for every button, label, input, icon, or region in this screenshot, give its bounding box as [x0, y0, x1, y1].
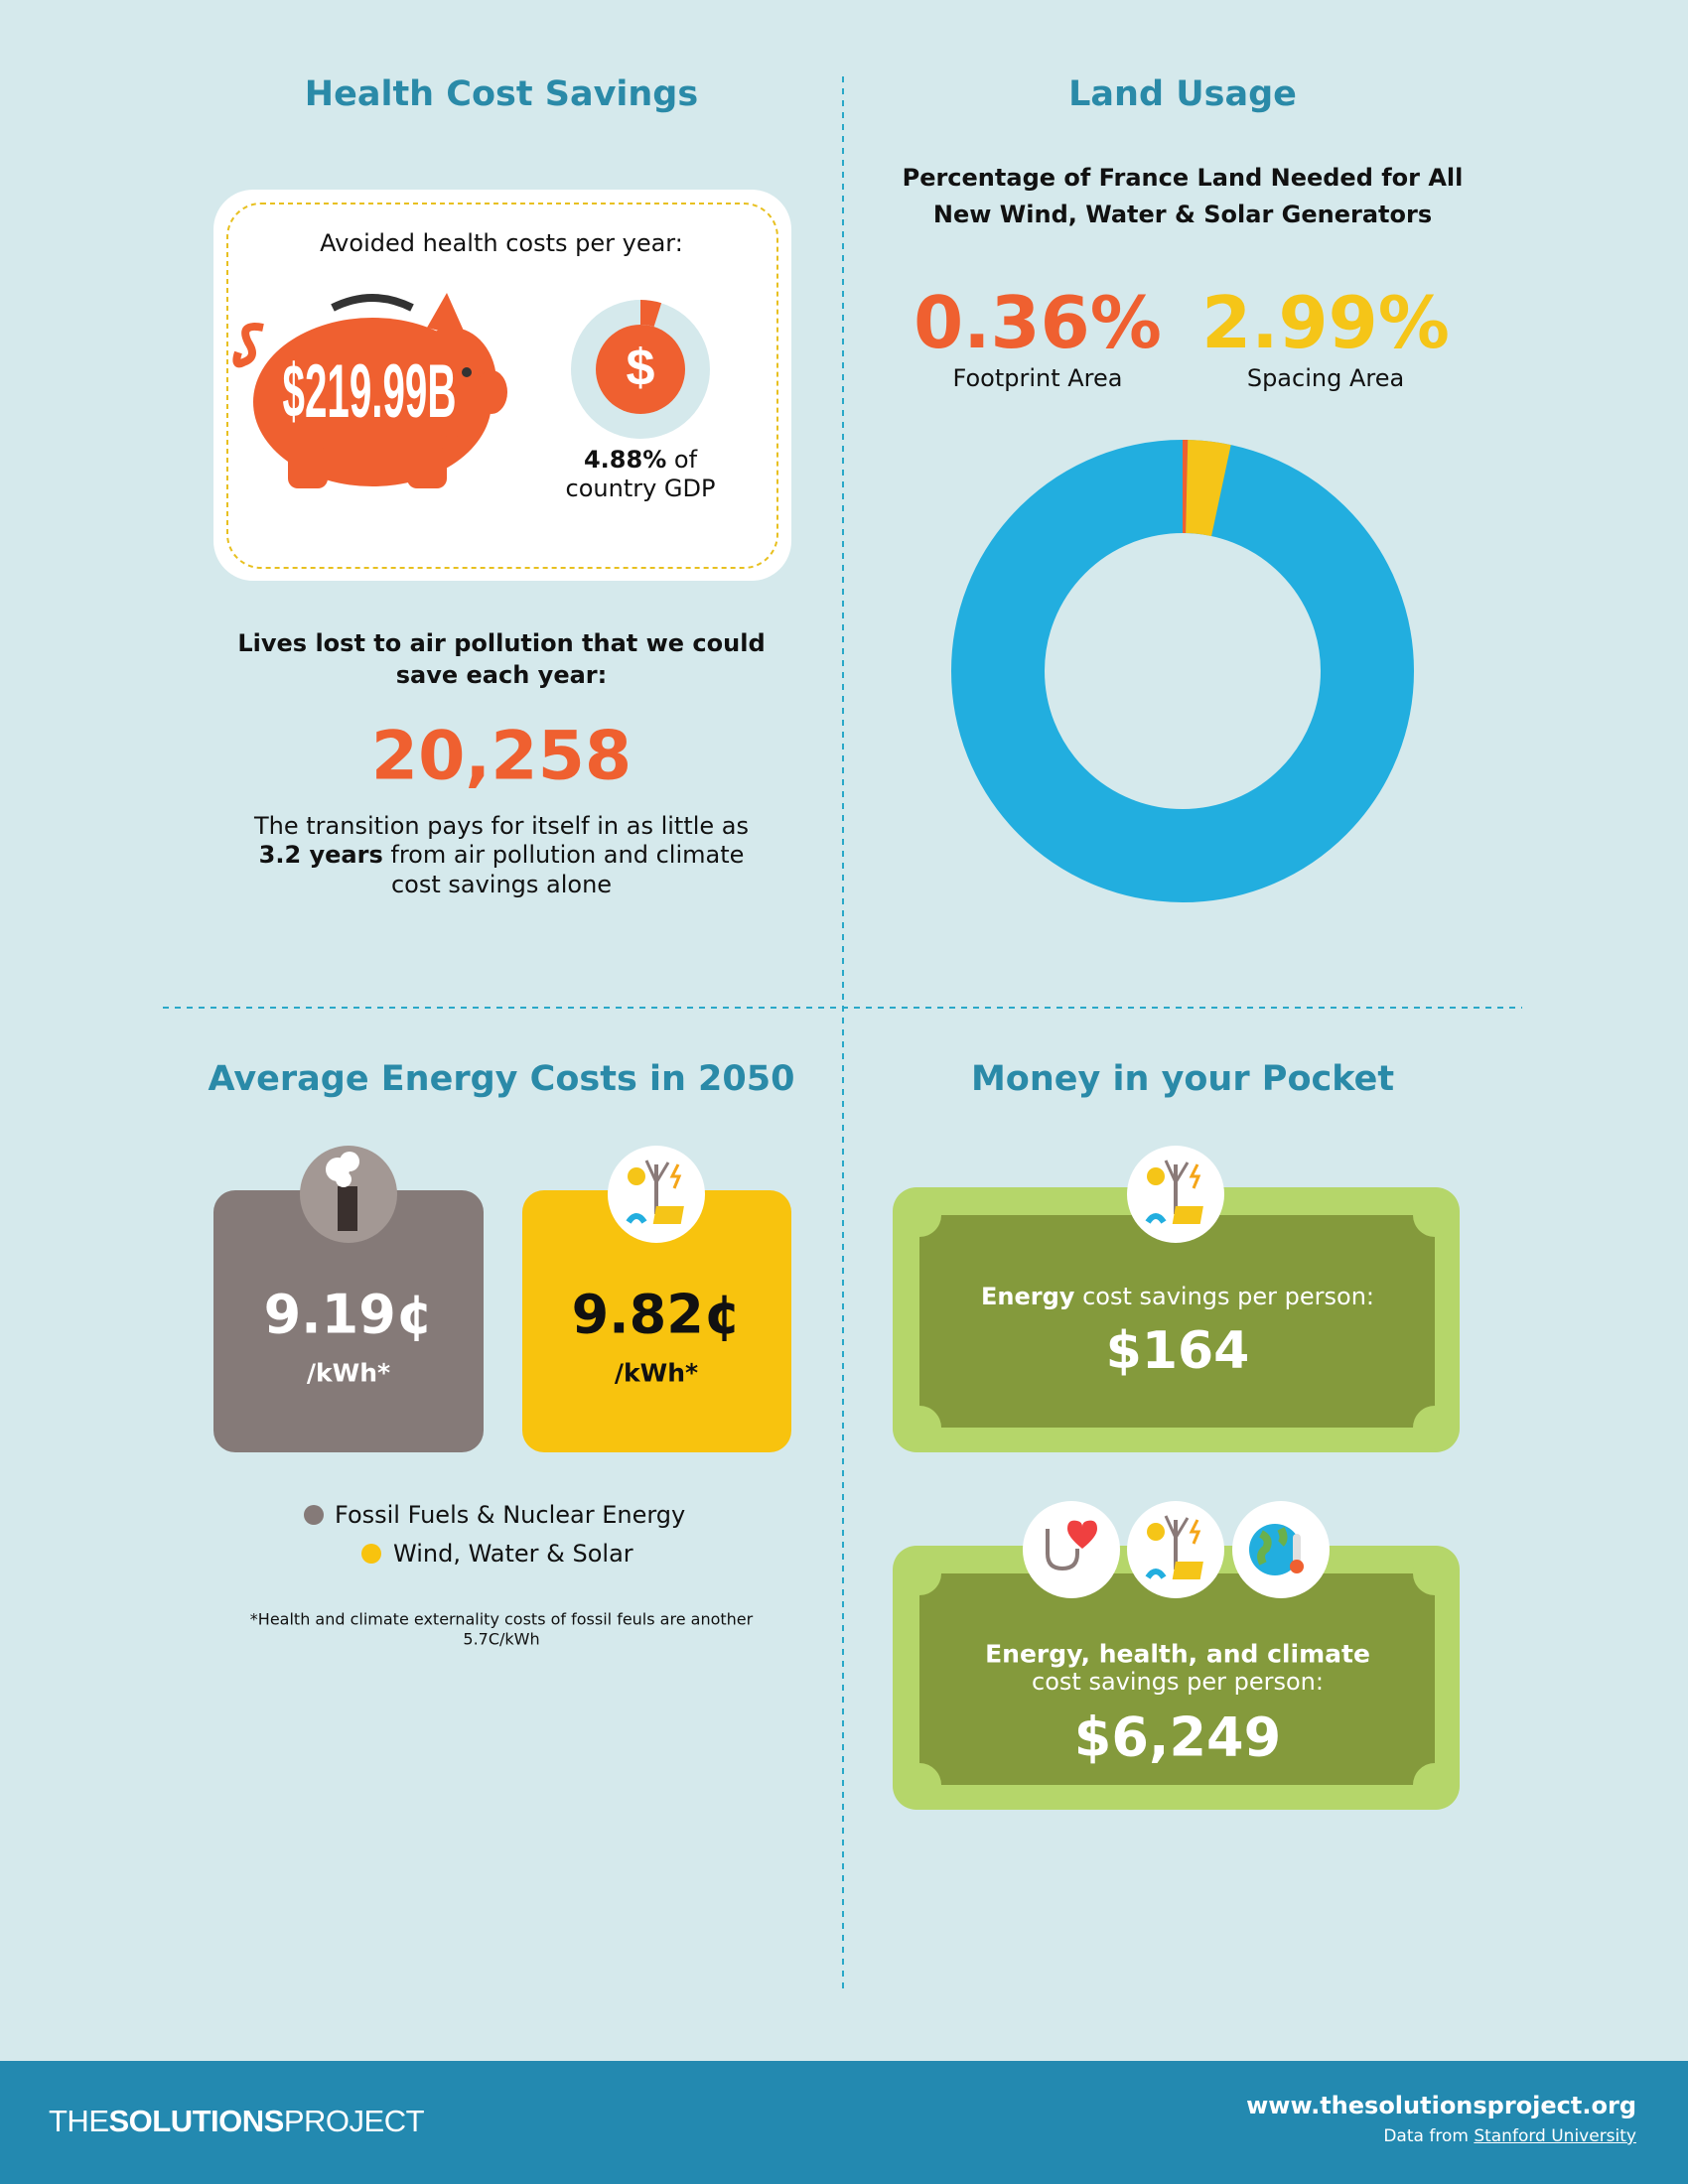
wws-unit: /kWh*	[614, 1358, 699, 1388]
donut-slice	[1186, 440, 1231, 537]
payback-text: 3.2 years from air pollution and climate	[259, 841, 745, 869]
factory-icon	[300, 1146, 397, 1243]
footer-url[interactable]: www.thesolutionsproject.org	[1246, 2092, 1636, 2119]
card-border	[226, 203, 778, 569]
wws-icon	[1127, 1501, 1224, 1598]
footer-source: Data from Stanford University	[1383, 2126, 1636, 2146]
legend-dot	[361, 1544, 381, 1564]
lives-number: 20,258	[370, 717, 633, 796]
climate-icon	[1232, 1501, 1330, 1598]
fossil-unit: /kWh*	[306, 1358, 391, 1388]
total-label: cost savings per person:	[1032, 1668, 1324, 1696]
footnote: 5.7C/kWh	[463, 1629, 540, 1649]
logo-part: THE	[49, 2104, 109, 2138]
payback-text: from air pollution and climate	[390, 841, 745, 869]
lives-heading: save each year:	[395, 661, 608, 689]
legend-label: Fossil Fuels & Nuclear Energy	[335, 1501, 686, 1529]
savings-label-bold: Energy	[981, 1283, 1075, 1310]
piggy-bank	[232, 293, 507, 488]
section-title: Average Energy Costs in 2050	[208, 1059, 795, 1099]
health-icon	[1023, 1501, 1120, 1598]
section-title: Money in your Pocket	[970, 1059, 1395, 1099]
savings-amount: $164	[1105, 1321, 1250, 1381]
land-donut	[951, 440, 1414, 902]
logo-part: PROJECT	[283, 2104, 425, 2138]
logo: THESOLUTIONSPROJECT	[49, 2104, 425, 2139]
spacing-value: 2.99%	[1201, 281, 1450, 364]
gdp-caption: of	[673, 446, 698, 474]
total-amount: $6,249	[1073, 1706, 1282, 1769]
logo-part: SOLUTIONS	[108, 2104, 285, 2138]
wws-price: 9.82¢	[571, 1283, 742, 1346]
dollar-icon: $	[627, 340, 655, 397]
wws-icon	[1127, 1146, 1224, 1243]
savings-label: Energy cost savings per person:	[981, 1283, 1374, 1310]
footnote: *Health and climate externality costs of…	[249, 1609, 754, 1629]
donut-slice	[1183, 440, 1189, 534]
wws-icon	[608, 1146, 705, 1243]
total-label: Energy, health, and climate	[985, 1639, 1370, 1669]
payback-text: cost savings alone	[390, 871, 613, 898]
savings-amount: $219.99B	[283, 349, 457, 434]
wws-box	[522, 1190, 791, 1452]
section-title: Land Usage	[1068, 74, 1297, 114]
source-prefix: Data from	[1383, 2126, 1469, 2146]
section-title: Health Cost Savings	[304, 74, 699, 114]
money-card	[893, 1187, 1460, 1452]
land-subtitle: Percentage of France Land Needed for All	[902, 164, 1464, 192]
gdp-ring	[571, 300, 710, 439]
source-link[interactable]: Stanford University	[1474, 2126, 1636, 2146]
legend-label: Wind, Water & Solar	[393, 1540, 633, 1568]
money-card	[893, 1546, 1460, 1810]
gdp-text: 4.88% of	[584, 446, 697, 474]
payback-years: 3.2 years	[258, 841, 383, 869]
gdp-wedge	[640, 300, 662, 328]
fossil-price: 9.19¢	[263, 1283, 434, 1346]
land-subtitle: New Wind, Water & Solar Generators	[932, 201, 1433, 228]
card-label: Avoided health costs per year:	[320, 229, 683, 257]
lives-heading: Lives lost to air pollution that we coul…	[237, 629, 766, 657]
fossil-box	[213, 1190, 484, 1452]
footer	[0, 2061, 1688, 2184]
donut-ring	[951, 440, 1414, 902]
payback-text: The transition pays for itself in as lit…	[253, 812, 750, 840]
legend-dot	[304, 1505, 324, 1525]
footprint-name: Footprint Area	[952, 364, 1123, 392]
footprint-value: 0.36%	[914, 281, 1162, 364]
gdp-share: 4.88%	[583, 446, 667, 474]
spacing-name: Spacing Area	[1246, 364, 1405, 392]
savings-label-rest: cost savings per person:	[1082, 1283, 1374, 1310]
gdp-caption: country GDP	[565, 475, 716, 502]
